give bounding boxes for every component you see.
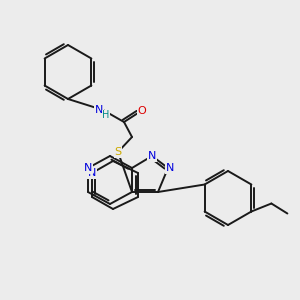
Text: S: S	[114, 147, 122, 157]
Text: N: N	[148, 151, 156, 161]
Text: O: O	[138, 106, 146, 116]
Text: H: H	[102, 110, 110, 120]
Text: N: N	[88, 168, 96, 178]
Text: N: N	[166, 163, 174, 173]
Text: N: N	[84, 163, 92, 173]
Text: N: N	[95, 105, 103, 115]
